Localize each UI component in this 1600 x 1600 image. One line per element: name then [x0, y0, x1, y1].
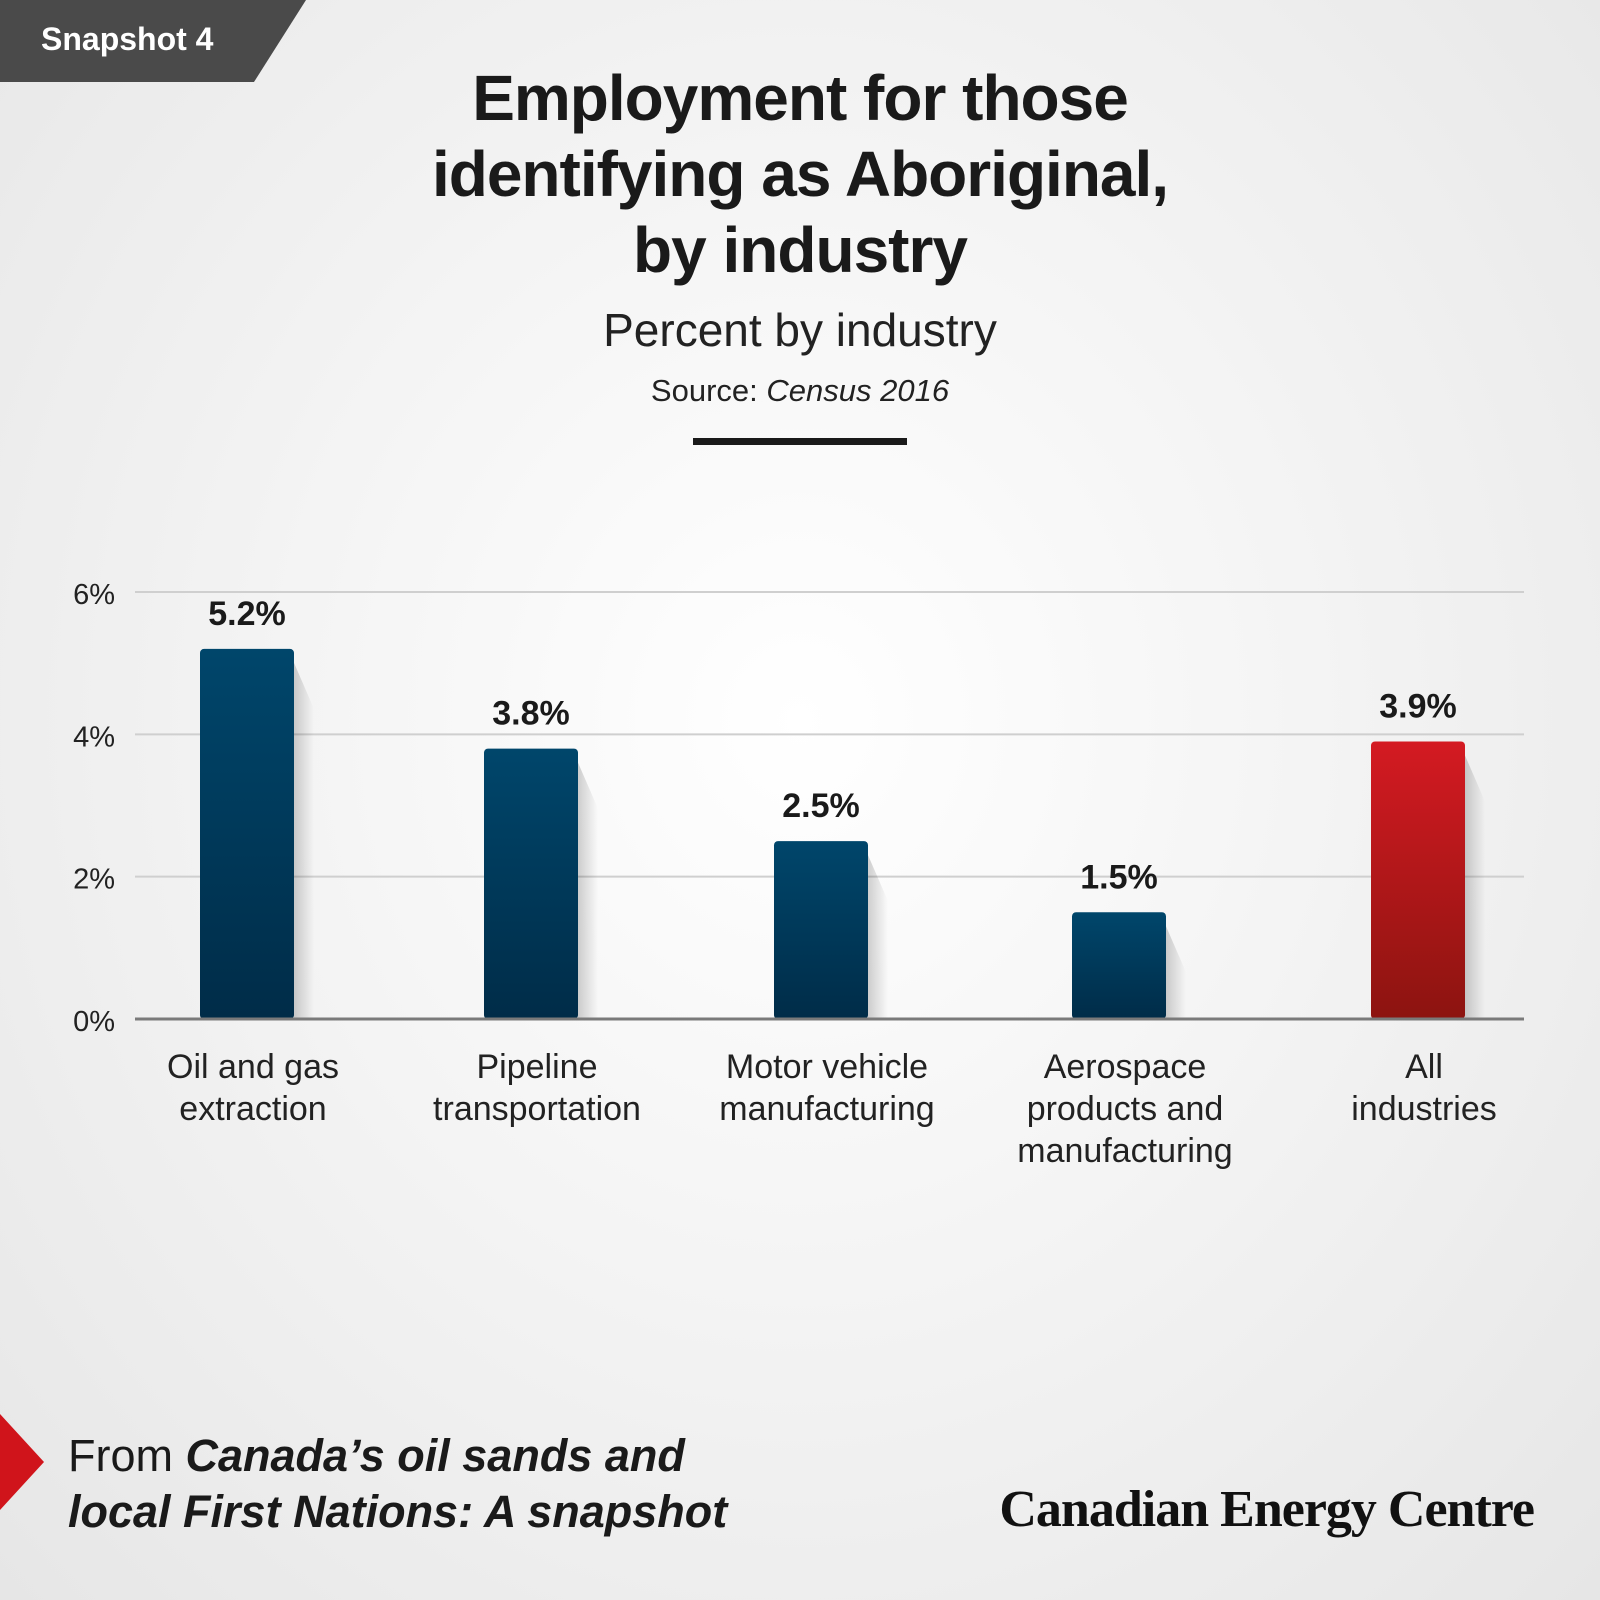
y-tick-label: 6%	[73, 579, 115, 611]
brand-logo: Canadian Energy Centre	[999, 1481, 1535, 1538]
title-line-3: by industry	[633, 214, 968, 286]
bar	[774, 841, 868, 1019]
bar-value-label: 5.2%	[208, 595, 286, 633]
bar-shadow	[1166, 926, 1186, 1019]
source-line: Source: Census 2016	[0, 373, 1600, 409]
footer-publication: From Canada’s oil sands and local First …	[68, 1428, 727, 1540]
bar-value-label: 3.8%	[492, 695, 570, 733]
title-line-1: Employment for those	[472, 62, 1129, 134]
footer-prefix: From	[68, 1430, 173, 1481]
source-value: Census 2016	[766, 373, 950, 408]
y-tick-label: 4%	[73, 721, 115, 753]
bar-shadow	[1465, 755, 1485, 1019]
bar-highlight	[1371, 741, 1465, 1019]
chart-subtitle: Percent by industry	[603, 304, 997, 356]
bar	[200, 648, 294, 1019]
bar-value-label: 2.5%	[782, 787, 860, 825]
x-category-label: Oil and gas extraction	[167, 1048, 339, 1128]
bar-shadow	[294, 662, 314, 1019]
bar	[1072, 912, 1166, 1019]
title-line-2: identifying as Aboriginal,	[431, 138, 1169, 210]
x-category-label: Motor vehicle manufacturing	[719, 1048, 934, 1128]
footer-book-title-line-1: Canada’s oil sands and	[185, 1430, 685, 1481]
footer-book-title-line-2: local First Nations: A snapshot	[68, 1486, 728, 1537]
x-category-label: All industries	[1351, 1048, 1497, 1128]
x-category-label: Pipeline transportation	[433, 1048, 641, 1128]
source-label: Source:	[650, 373, 758, 408]
chart-title: Employment for those identifying as Abor…	[300, 60, 1300, 288]
y-tick-label: 2%	[73, 864, 115, 896]
x-category-label: Aerospace products and manufacturing	[1017, 1048, 1232, 1170]
bar-value-label: 3.9%	[1379, 687, 1457, 725]
y-tick-label: 0%	[73, 1006, 115, 1038]
bar	[484, 748, 578, 1019]
bar-shadow	[868, 855, 888, 1019]
title-divider	[693, 438, 907, 445]
bar-shadow	[578, 762, 598, 1019]
snapshot-badge: Snapshot 4	[0, 0, 306, 82]
bar-value-label: 1.5%	[1080, 858, 1158, 896]
snapshot-badge-label: Snapshot 4	[41, 21, 214, 57]
